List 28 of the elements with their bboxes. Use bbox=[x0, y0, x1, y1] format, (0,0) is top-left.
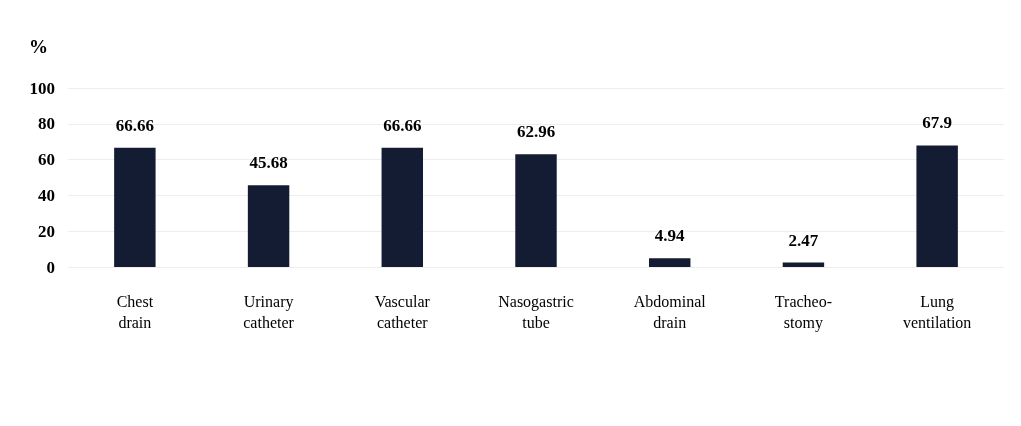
bar bbox=[515, 154, 557, 267]
bar bbox=[247, 185, 290, 267]
data-label: 66.66 bbox=[383, 115, 422, 135]
y-axis-title: % bbox=[29, 36, 48, 57]
data-label: 62.96 bbox=[516, 122, 556, 142]
data-label: 45.68 bbox=[249, 153, 288, 173]
bar bbox=[916, 145, 958, 267]
x-tick-label: Urinary catheter bbox=[243, 293, 295, 331]
bar bbox=[381, 147, 424, 267]
bar bbox=[648, 258, 691, 267]
x-tick-label: Tracheo- stomy bbox=[774, 293, 833, 332]
bar bbox=[114, 147, 156, 267]
x-tick-label: Vascular catheter bbox=[374, 293, 431, 331]
data-label: 66.66 bbox=[115, 115, 154, 135]
y-tick-label: 100 bbox=[29, 78, 55, 98]
y-tick-label: 0 bbox=[46, 257, 55, 277]
x-tick-label: Abdominal drain bbox=[633, 293, 707, 331]
data-label: 2.47 bbox=[788, 230, 819, 250]
x-tick-label: Nasogastric tube bbox=[498, 293, 574, 331]
y-tick-label: 20 bbox=[38, 221, 55, 241]
x-tick-label: Chest drain bbox=[116, 293, 154, 331]
data-label: 67.9 bbox=[922, 113, 953, 133]
y-tick-label: 80 bbox=[38, 114, 55, 134]
y-tick-label: 60 bbox=[38, 150, 55, 170]
y-tick-label: 40 bbox=[38, 185, 55, 205]
data-label: 4.94 bbox=[654, 226, 686, 246]
bar bbox=[782, 262, 825, 267]
x-tick-label: Lung ventilation bbox=[902, 293, 972, 331]
